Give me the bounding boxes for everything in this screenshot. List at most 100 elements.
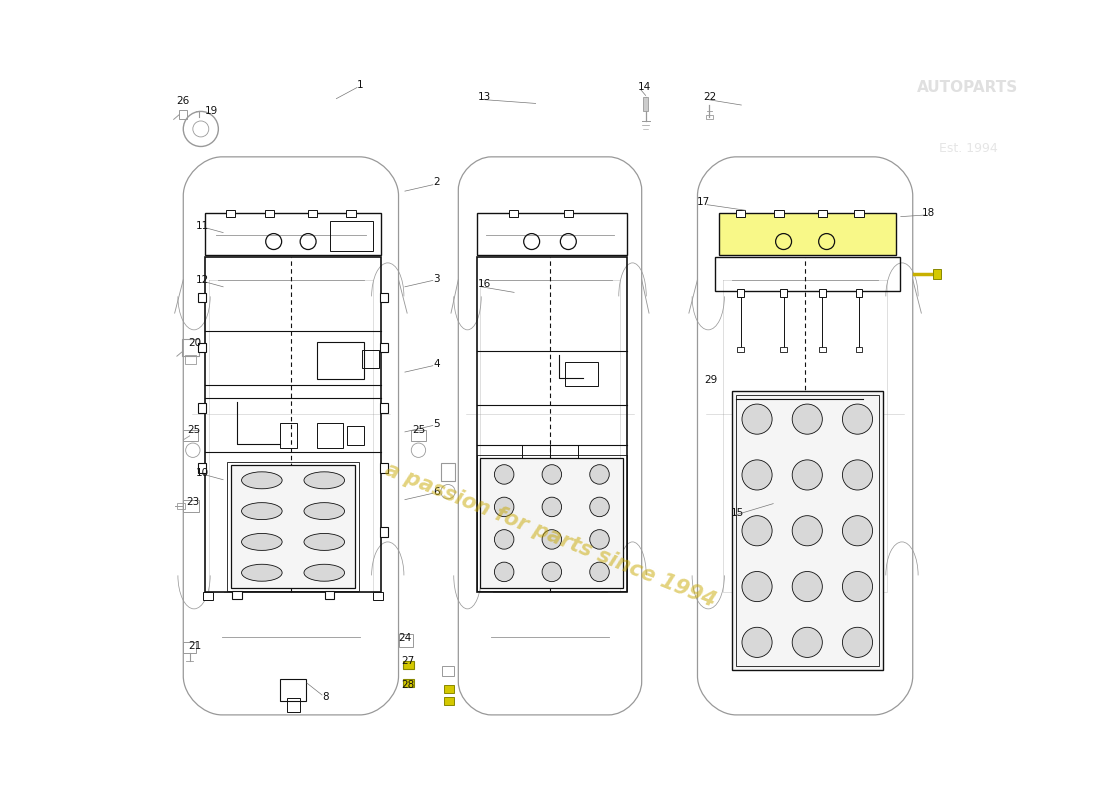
Bar bbox=[179, 110, 187, 119]
Bar bbox=[444, 685, 453, 693]
Bar bbox=[177, 503, 185, 510]
Bar bbox=[933, 270, 940, 279]
Circle shape bbox=[792, 404, 823, 434]
Bar bbox=[856, 346, 862, 352]
Text: 23: 23 bbox=[186, 497, 199, 507]
Text: 14: 14 bbox=[637, 82, 651, 93]
Bar bbox=[373, 592, 383, 600]
Bar bbox=[280, 678, 306, 701]
Text: 16: 16 bbox=[478, 279, 492, 290]
Text: 15: 15 bbox=[730, 508, 744, 518]
Bar bbox=[817, 210, 827, 217]
Circle shape bbox=[792, 627, 823, 658]
Bar bbox=[573, 471, 582, 481]
Bar bbox=[404, 679, 415, 687]
Circle shape bbox=[843, 516, 872, 546]
Circle shape bbox=[843, 571, 872, 602]
Text: 27: 27 bbox=[402, 657, 415, 666]
Circle shape bbox=[590, 465, 609, 484]
Text: 5: 5 bbox=[433, 419, 440, 429]
Ellipse shape bbox=[304, 564, 344, 582]
Bar bbox=[184, 501, 199, 512]
Bar bbox=[205, 258, 382, 592]
Circle shape bbox=[542, 530, 562, 549]
Bar bbox=[508, 210, 518, 217]
Bar bbox=[204, 592, 212, 600]
Bar bbox=[228, 462, 359, 591]
Bar bbox=[231, 465, 355, 588]
Text: 2: 2 bbox=[433, 178, 440, 187]
Circle shape bbox=[742, 571, 772, 602]
Text: 8: 8 bbox=[322, 691, 329, 702]
Bar bbox=[265, 210, 274, 217]
Text: 18: 18 bbox=[922, 208, 935, 218]
Text: 24: 24 bbox=[398, 633, 411, 642]
Text: Est. 1994: Est. 1994 bbox=[938, 142, 998, 154]
Bar bbox=[398, 634, 412, 647]
Bar bbox=[477, 455, 627, 591]
Text: 1: 1 bbox=[356, 80, 364, 90]
Bar bbox=[404, 661, 415, 669]
Bar bbox=[476, 258, 627, 592]
Circle shape bbox=[742, 404, 772, 434]
Circle shape bbox=[792, 460, 823, 490]
Ellipse shape bbox=[304, 472, 344, 489]
Circle shape bbox=[494, 530, 514, 549]
Text: 11: 11 bbox=[196, 222, 209, 231]
Text: 25: 25 bbox=[411, 426, 425, 435]
Text: 25: 25 bbox=[187, 426, 200, 435]
Circle shape bbox=[742, 460, 772, 490]
Bar bbox=[317, 423, 342, 447]
Ellipse shape bbox=[242, 472, 282, 489]
Circle shape bbox=[542, 497, 562, 517]
PathPatch shape bbox=[697, 157, 913, 715]
Circle shape bbox=[792, 571, 823, 602]
Bar bbox=[379, 293, 387, 302]
Bar bbox=[563, 210, 573, 217]
Text: 17: 17 bbox=[696, 198, 710, 207]
Text: 12: 12 bbox=[196, 275, 209, 286]
PathPatch shape bbox=[184, 157, 398, 715]
Bar bbox=[308, 210, 317, 217]
Circle shape bbox=[542, 562, 562, 582]
Bar bbox=[719, 213, 895, 254]
Text: 28: 28 bbox=[402, 681, 415, 690]
Text: AUTOPARTS: AUTOPARTS bbox=[917, 81, 1019, 95]
Circle shape bbox=[843, 404, 872, 434]
Bar bbox=[644, 97, 648, 111]
Bar bbox=[856, 289, 862, 297]
Bar bbox=[706, 114, 713, 119]
Bar bbox=[346, 210, 356, 217]
Bar bbox=[280, 423, 297, 447]
Circle shape bbox=[590, 530, 609, 549]
Bar bbox=[820, 346, 825, 352]
Bar bbox=[330, 222, 373, 250]
Bar bbox=[346, 426, 364, 445]
Ellipse shape bbox=[242, 502, 282, 519]
Bar bbox=[287, 698, 299, 712]
Bar bbox=[737, 289, 744, 297]
Text: 10: 10 bbox=[196, 468, 209, 478]
Bar bbox=[198, 463, 207, 473]
Bar bbox=[854, 210, 864, 217]
Bar bbox=[442, 666, 453, 676]
Bar bbox=[198, 403, 207, 413]
Bar bbox=[184, 430, 198, 442]
Bar bbox=[226, 210, 235, 217]
Text: 21: 21 bbox=[188, 641, 202, 650]
Bar bbox=[232, 590, 242, 598]
Circle shape bbox=[742, 516, 772, 546]
Text: 22: 22 bbox=[703, 92, 716, 102]
Ellipse shape bbox=[242, 534, 282, 550]
Circle shape bbox=[590, 562, 609, 582]
Circle shape bbox=[494, 562, 514, 582]
Circle shape bbox=[590, 497, 609, 517]
Bar bbox=[379, 463, 387, 473]
Bar bbox=[379, 403, 387, 413]
Bar bbox=[205, 213, 382, 254]
Bar bbox=[481, 458, 624, 588]
Bar bbox=[518, 471, 527, 481]
PathPatch shape bbox=[459, 157, 641, 715]
Bar bbox=[736, 210, 746, 217]
Circle shape bbox=[792, 516, 823, 546]
